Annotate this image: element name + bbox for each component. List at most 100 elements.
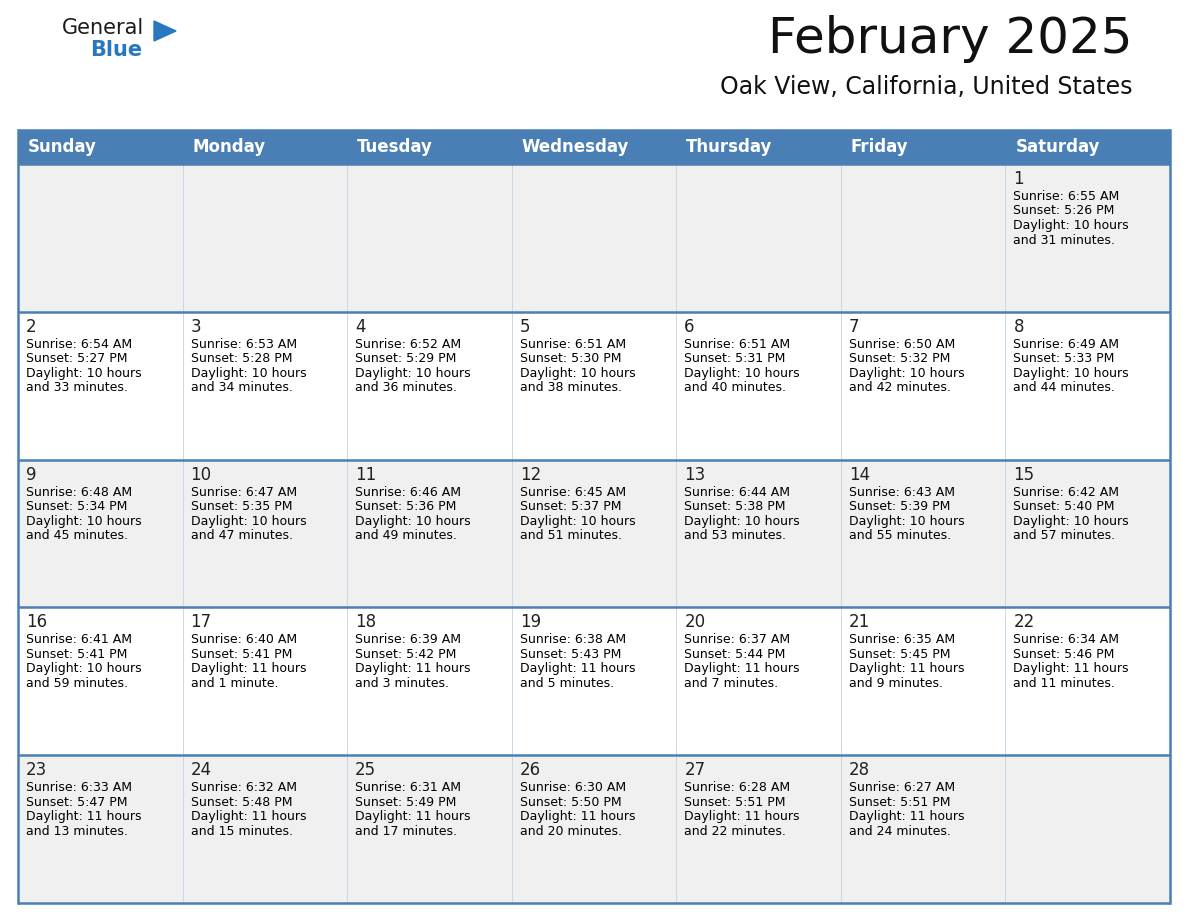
Text: Sunrise: 6:30 AM: Sunrise: 6:30 AM (519, 781, 626, 794)
Text: Daylight: 10 hours: Daylight: 10 hours (26, 515, 141, 528)
Text: Sunrise: 6:33 AM: Sunrise: 6:33 AM (26, 781, 132, 794)
Text: 17: 17 (190, 613, 211, 632)
Text: Daylight: 10 hours: Daylight: 10 hours (355, 515, 470, 528)
Text: Daylight: 10 hours: Daylight: 10 hours (26, 663, 141, 676)
Text: and 47 minutes.: and 47 minutes. (190, 529, 292, 543)
Text: Daylight: 10 hours: Daylight: 10 hours (355, 367, 470, 380)
Bar (18, 130, 1170, 164)
Text: Friday: Friday (851, 138, 909, 156)
Text: 1: 1 (1013, 170, 1024, 188)
Text: Oak View, California, United States: Oak View, California, United States (720, 75, 1133, 99)
Text: Sunrise: 6:41 AM: Sunrise: 6:41 AM (26, 633, 132, 646)
Text: 26: 26 (519, 761, 541, 779)
Text: Daylight: 10 hours: Daylight: 10 hours (26, 367, 141, 380)
Text: Daylight: 11 hours: Daylight: 11 hours (190, 811, 307, 823)
Bar (18, 608, 1170, 756)
Text: and 15 minutes.: and 15 minutes. (190, 824, 292, 838)
Text: Daylight: 11 hours: Daylight: 11 hours (355, 663, 470, 676)
Text: Daylight: 10 hours: Daylight: 10 hours (1013, 219, 1129, 232)
Text: and 33 minutes.: and 33 minutes. (26, 381, 128, 395)
Text: 18: 18 (355, 613, 377, 632)
Text: and 22 minutes.: and 22 minutes. (684, 824, 786, 838)
Text: Sunset: 5:42 PM: Sunset: 5:42 PM (355, 648, 456, 661)
Text: Daylight: 11 hours: Daylight: 11 hours (519, 663, 636, 676)
Text: February 2025: February 2025 (769, 15, 1133, 63)
Text: Sunset: 5:35 PM: Sunset: 5:35 PM (190, 500, 292, 513)
Text: 6: 6 (684, 318, 695, 336)
Text: and 7 minutes.: and 7 minutes. (684, 677, 778, 690)
Text: Sunset: 5:29 PM: Sunset: 5:29 PM (355, 353, 456, 365)
Text: and 57 minutes.: and 57 minutes. (1013, 529, 1116, 543)
Text: Sunset: 5:30 PM: Sunset: 5:30 PM (519, 353, 621, 365)
Text: Daylight: 10 hours: Daylight: 10 hours (1013, 367, 1129, 380)
Text: Sunset: 5:51 PM: Sunset: 5:51 PM (684, 796, 785, 809)
Text: Sunrise: 6:42 AM: Sunrise: 6:42 AM (1013, 486, 1119, 498)
Text: and 11 minutes.: and 11 minutes. (1013, 677, 1116, 690)
Text: Daylight: 11 hours: Daylight: 11 hours (849, 663, 965, 676)
Text: Sunset: 5:49 PM: Sunset: 5:49 PM (355, 796, 456, 809)
Text: Sunset: 5:27 PM: Sunset: 5:27 PM (26, 353, 127, 365)
Text: Sunrise: 6:39 AM: Sunrise: 6:39 AM (355, 633, 461, 646)
Text: and 55 minutes.: and 55 minutes. (849, 529, 950, 543)
Text: Daylight: 10 hours: Daylight: 10 hours (684, 515, 800, 528)
Text: 11: 11 (355, 465, 377, 484)
Text: and 9 minutes.: and 9 minutes. (849, 677, 943, 690)
Text: 28: 28 (849, 761, 870, 779)
Text: Sunset: 5:48 PM: Sunset: 5:48 PM (190, 796, 292, 809)
Text: and 40 minutes.: and 40 minutes. (684, 381, 786, 395)
Text: Thursday: Thursday (687, 138, 772, 156)
Text: Sunrise: 6:48 AM: Sunrise: 6:48 AM (26, 486, 132, 498)
Text: and 42 minutes.: and 42 minutes. (849, 381, 950, 395)
Text: Daylight: 10 hours: Daylight: 10 hours (684, 367, 800, 380)
Text: 13: 13 (684, 465, 706, 484)
Text: and 13 minutes.: and 13 minutes. (26, 824, 128, 838)
Text: Daylight: 11 hours: Daylight: 11 hours (190, 663, 307, 676)
Text: Sunrise: 6:53 AM: Sunrise: 6:53 AM (190, 338, 297, 351)
Text: 8: 8 (1013, 318, 1024, 336)
Text: Sunrise: 6:35 AM: Sunrise: 6:35 AM (849, 633, 955, 646)
Text: Sunset: 5:31 PM: Sunset: 5:31 PM (684, 353, 785, 365)
Text: and 36 minutes.: and 36 minutes. (355, 381, 457, 395)
Text: Daylight: 11 hours: Daylight: 11 hours (684, 663, 800, 676)
Text: 5: 5 (519, 318, 530, 336)
Text: Sunrise: 6:50 AM: Sunrise: 6:50 AM (849, 338, 955, 351)
Text: 23: 23 (26, 761, 48, 779)
Text: Sunset: 5:34 PM: Sunset: 5:34 PM (26, 500, 127, 513)
Text: Sunrise: 6:44 AM: Sunrise: 6:44 AM (684, 486, 790, 498)
Text: Daylight: 11 hours: Daylight: 11 hours (26, 811, 141, 823)
Text: and 38 minutes.: and 38 minutes. (519, 381, 621, 395)
Bar (18, 460, 1170, 608)
Text: 16: 16 (26, 613, 48, 632)
Text: Sunrise: 6:27 AM: Sunrise: 6:27 AM (849, 781, 955, 794)
Text: Daylight: 10 hours: Daylight: 10 hours (190, 515, 307, 528)
Text: Sunrise: 6:40 AM: Sunrise: 6:40 AM (190, 633, 297, 646)
Text: and 44 minutes.: and 44 minutes. (1013, 381, 1116, 395)
Text: Sunrise: 6:51 AM: Sunrise: 6:51 AM (684, 338, 790, 351)
Text: Sunset: 5:41 PM: Sunset: 5:41 PM (190, 648, 292, 661)
Text: and 34 minutes.: and 34 minutes. (190, 381, 292, 395)
Text: and 49 minutes.: and 49 minutes. (355, 529, 457, 543)
Text: Daylight: 10 hours: Daylight: 10 hours (849, 515, 965, 528)
Text: Sunrise: 6:49 AM: Sunrise: 6:49 AM (1013, 338, 1119, 351)
Text: and 53 minutes.: and 53 minutes. (684, 529, 786, 543)
Text: and 5 minutes.: and 5 minutes. (519, 677, 614, 690)
Text: Daylight: 10 hours: Daylight: 10 hours (519, 367, 636, 380)
Text: Tuesday: Tuesday (358, 138, 432, 156)
Text: Sunrise: 6:31 AM: Sunrise: 6:31 AM (355, 781, 461, 794)
Text: Sunset: 5:50 PM: Sunset: 5:50 PM (519, 796, 621, 809)
Text: Sunset: 5:37 PM: Sunset: 5:37 PM (519, 500, 621, 513)
Text: Sunrise: 6:38 AM: Sunrise: 6:38 AM (519, 633, 626, 646)
Text: Sunset: 5:41 PM: Sunset: 5:41 PM (26, 648, 127, 661)
Text: Sunset: 5:45 PM: Sunset: 5:45 PM (849, 648, 950, 661)
Text: Sunday: Sunday (29, 138, 97, 156)
Text: Sunrise: 6:51 AM: Sunrise: 6:51 AM (519, 338, 626, 351)
Text: Sunrise: 6:54 AM: Sunrise: 6:54 AM (26, 338, 132, 351)
Text: and 45 minutes.: and 45 minutes. (26, 529, 128, 543)
Text: Daylight: 10 hours: Daylight: 10 hours (519, 515, 636, 528)
Text: General: General (62, 18, 144, 38)
Text: 12: 12 (519, 465, 541, 484)
Text: 19: 19 (519, 613, 541, 632)
Text: 21: 21 (849, 613, 870, 632)
Text: Daylight: 11 hours: Daylight: 11 hours (1013, 663, 1129, 676)
Bar (18, 312, 1170, 460)
